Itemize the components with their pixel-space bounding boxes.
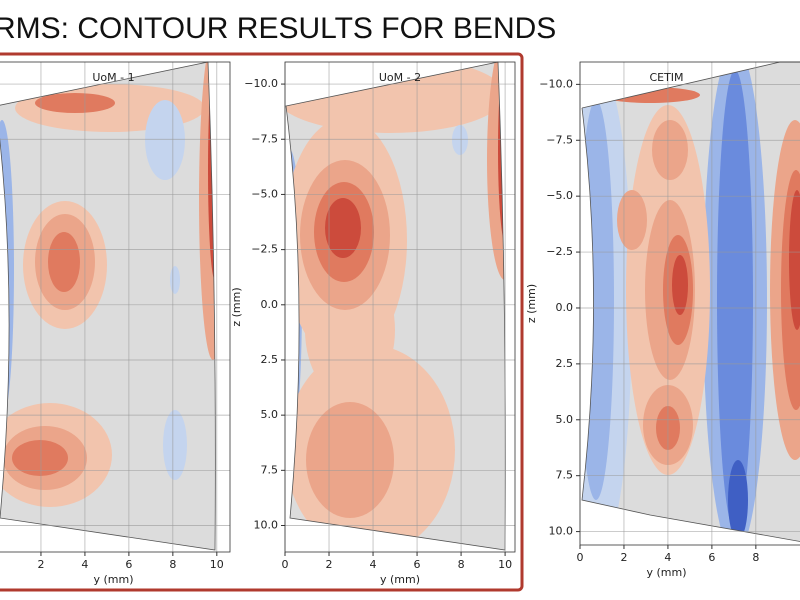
x-tick-label: 4 — [370, 558, 377, 571]
y-axis-label: z (mm) — [525, 284, 538, 323]
x-tick-label: 10 — [210, 558, 224, 571]
slide-title: RMS: CONTOUR RESULTS FOR BENDS — [0, 12, 556, 45]
y-tick-label: 7.5 — [556, 469, 574, 482]
y-tick-label: −7.5 — [546, 133, 573, 146]
axes-frame — [0, 61, 231, 553]
x-tick-label: 8 — [458, 558, 465, 571]
y-tick-label: 0.0 — [261, 298, 279, 311]
plot-title: UoM - 1 — [92, 71, 134, 84]
y-tick-label: 0.0 — [556, 301, 574, 314]
axes-frame — [284, 61, 516, 553]
x-axis-label: y (mm) — [93, 573, 133, 586]
y-axis-label: z (mm) — [230, 287, 243, 326]
y-tick-label: 7.5 — [261, 463, 279, 476]
x-tick-label: 6 — [125, 558, 132, 571]
x-tick-label: 2 — [37, 558, 44, 571]
y-tick-label: 10.0 — [549, 525, 574, 538]
y-tick-label: 2.5 — [556, 357, 574, 370]
y-tick-label: 5.0 — [556, 413, 574, 426]
highlight-frame — [0, 52, 524, 592]
y-tick-label: 2.5 — [261, 353, 279, 366]
contour-field — [286, 62, 506, 550]
bend-outline — [0, 61, 216, 551]
plot-title: CETIM — [649, 71, 683, 84]
x-axis-label: y (mm) — [646, 566, 686, 579]
x-tick-label: 8 — [752, 551, 759, 564]
y-tick-label: −10.0 — [539, 77, 573, 90]
x-axis-label: y (mm) — [380, 573, 420, 586]
y-tick-label: −7.5 — [251, 132, 278, 145]
axes-frame — [579, 61, 800, 546]
y-tick-label: −5.0 — [251, 187, 278, 200]
x-tick-label: 6 — [414, 558, 421, 571]
contour-field — [0, 62, 216, 550]
x-tick-label: 4 — [81, 558, 88, 571]
x-tick-label: 10 — [498, 558, 512, 571]
plot-title: UoM - 2 — [379, 71, 421, 84]
x-tick-label: 0 — [577, 551, 584, 564]
x-tick-label: 8 — [169, 558, 176, 571]
y-tick-label: −10.0 — [244, 77, 278, 90]
y-tick-label: 10.0 — [254, 519, 279, 532]
x-tick-label: 2 — [326, 558, 333, 571]
x-tick-label: 6 — [708, 551, 715, 564]
y-tick-label: −5.0 — [546, 189, 573, 202]
y-tick-label: 5.0 — [261, 408, 279, 421]
x-tick-label: 0 — [282, 558, 289, 571]
y-tick-label: −2.5 — [546, 245, 573, 258]
x-tick-label: 2 — [620, 551, 627, 564]
x-tick-label: 4 — [664, 551, 671, 564]
contour-field — [582, 62, 800, 545]
y-tick-label: −2.5 — [251, 243, 278, 256]
